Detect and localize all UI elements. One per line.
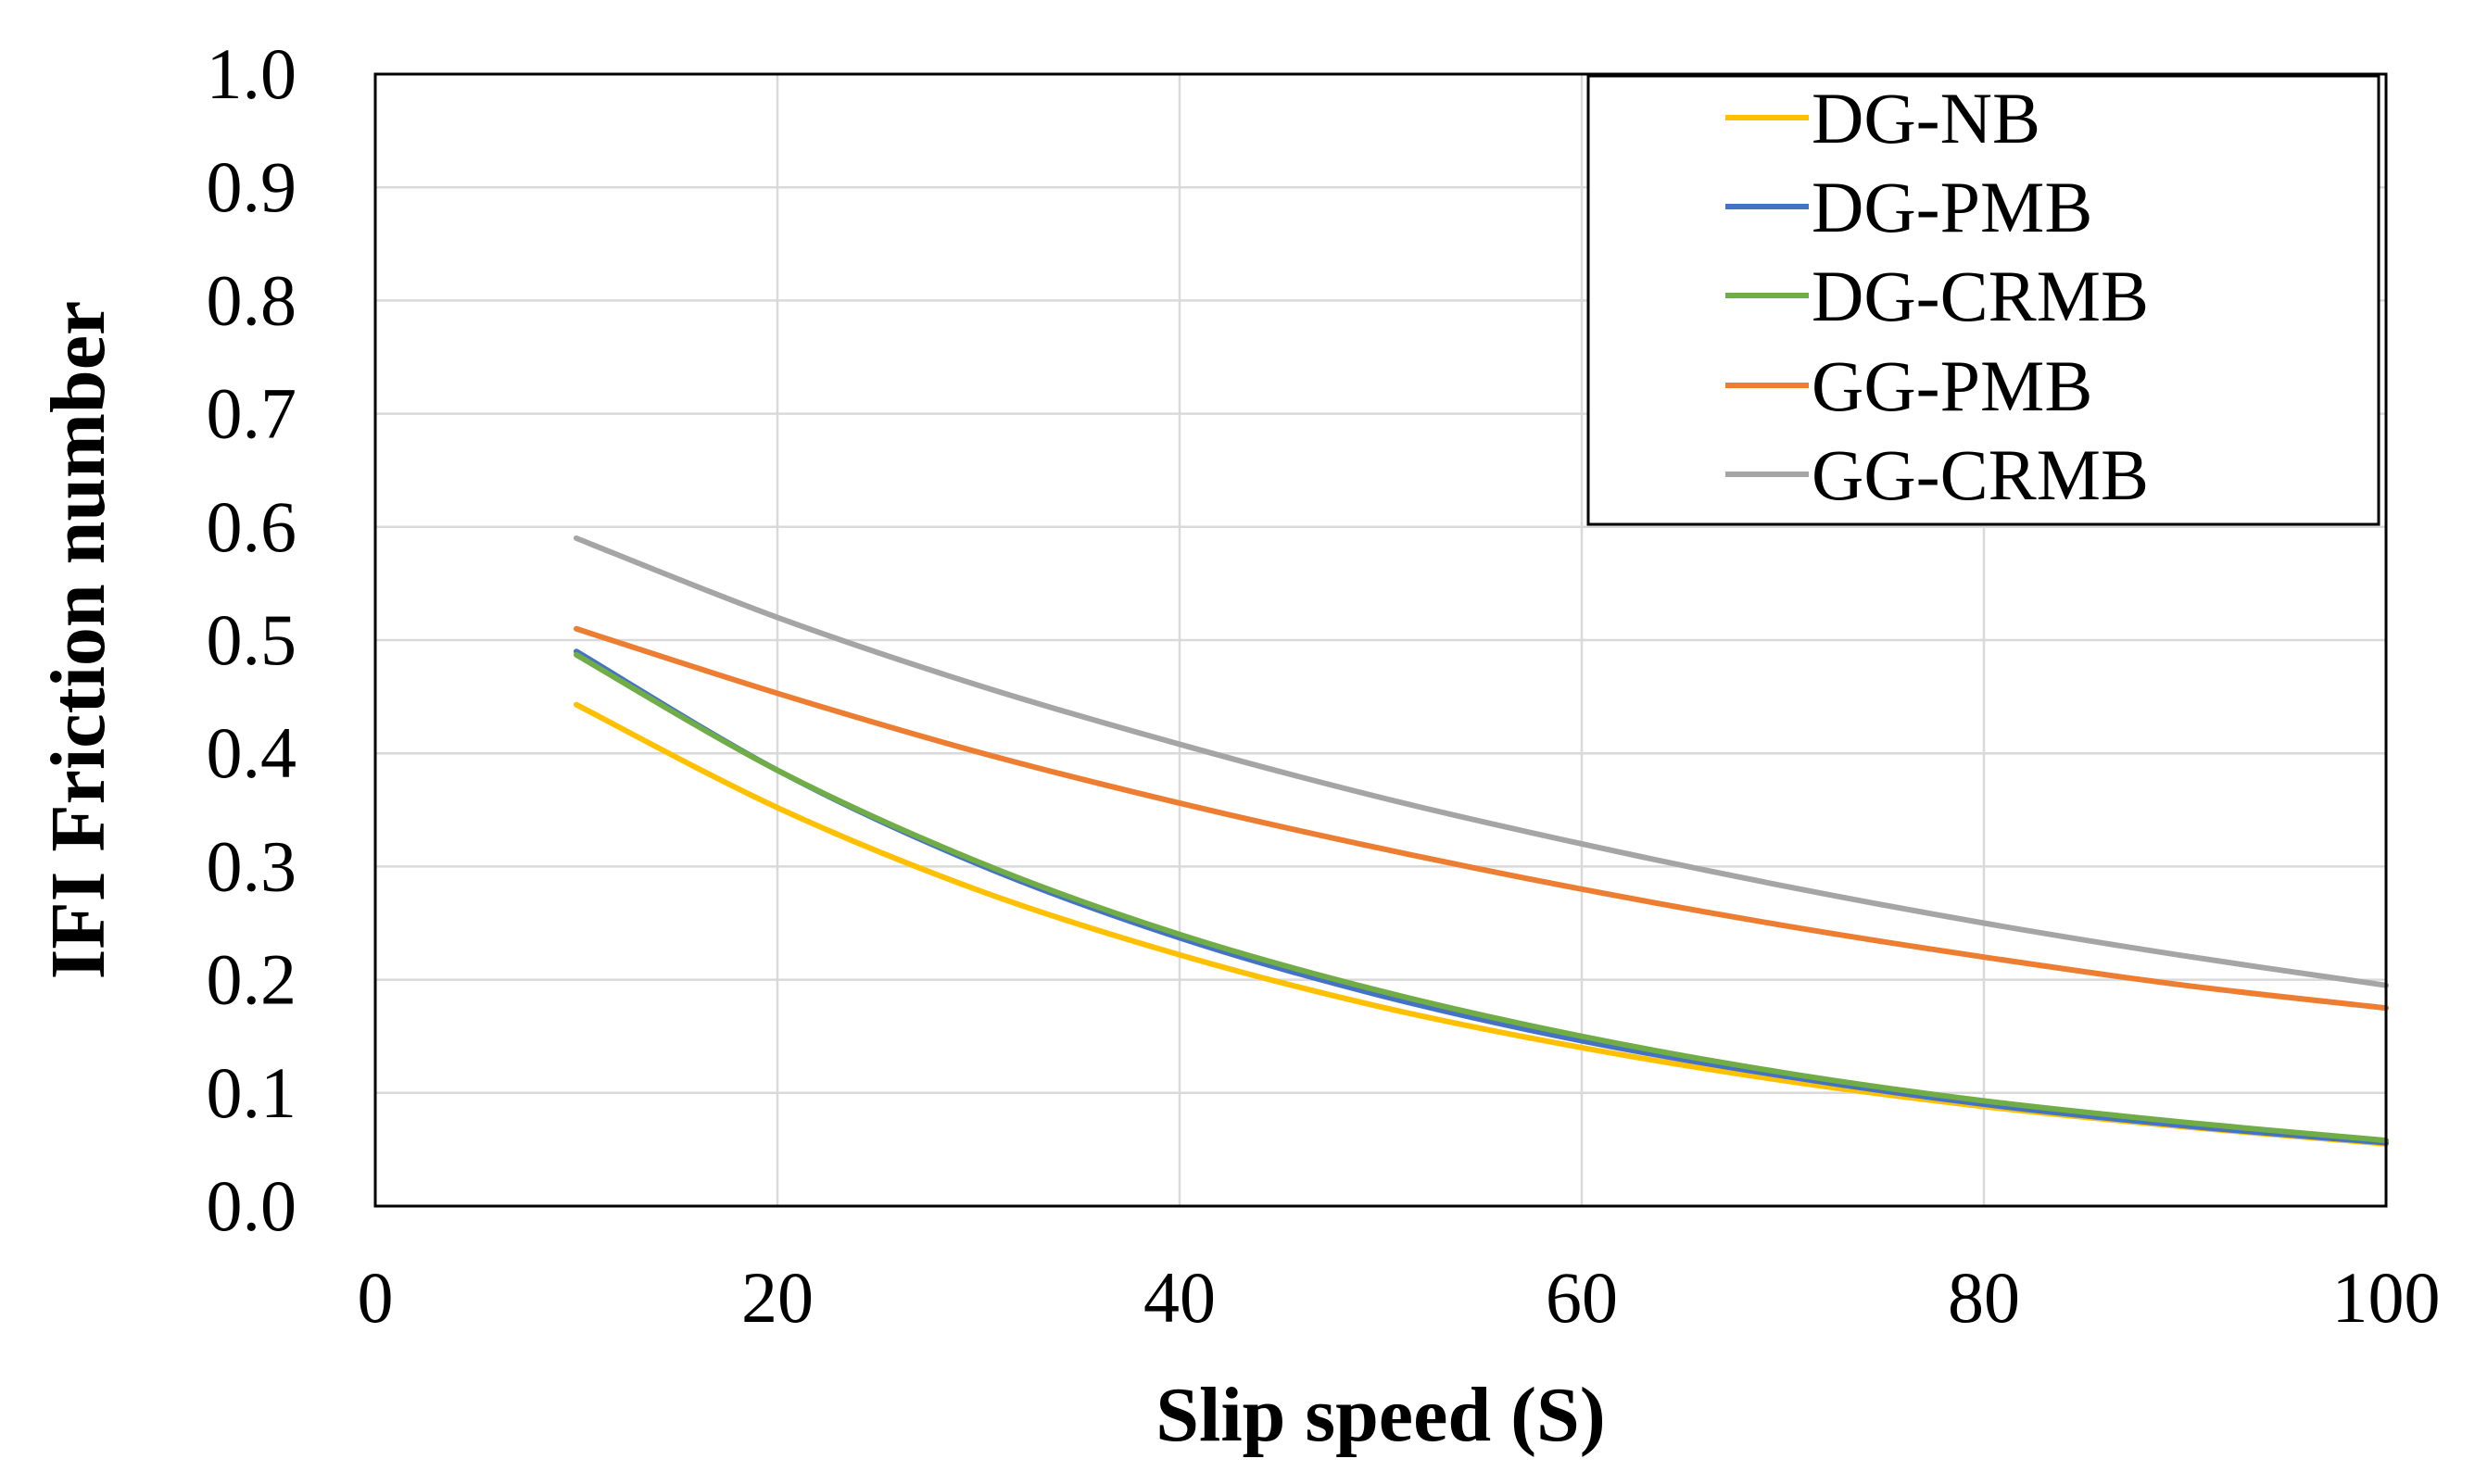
tick-labels: 0 20 40 60 80 100 0.0 0.1 0.2 0.3 0.4 0.5 0.6 0.7 0.8 0… bbox=[207, 33, 2441, 1338]
series-line-dg-crmb bbox=[574, 651, 2389, 1144]
y-tick-label: 0.5 bbox=[207, 599, 297, 680]
y-tick-label: 1.0 bbox=[207, 33, 297, 114]
x-tick-label: 0 bbox=[358, 1257, 394, 1338]
y-tick-label: 0.0 bbox=[207, 1165, 297, 1246]
y-tick-label: 0.3 bbox=[207, 825, 297, 906]
series-lines bbox=[574, 535, 2389, 1147]
legend-label-gg-crmb: GG-CRMB bbox=[1812, 434, 2149, 515]
x-tick-label: 20 bbox=[741, 1257, 814, 1338]
x-tick-label: 60 bbox=[1546, 1257, 1618, 1338]
y-tick-label: 0.4 bbox=[207, 712, 297, 793]
legend-label-dg-nb: DG-NB bbox=[1812, 78, 2040, 158]
x-tick-label: 80 bbox=[1948, 1257, 2020, 1338]
y-tick-label: 0.2 bbox=[207, 939, 297, 1020]
y-tick-label: 0.8 bbox=[207, 259, 297, 340]
legend-box bbox=[1586, 74, 2380, 526]
x-tick-label: 40 bbox=[1143, 1257, 1216, 1338]
y-tick-label: 0.7 bbox=[207, 373, 297, 454]
y-tick-label: 0.6 bbox=[207, 486, 297, 567]
y-tick-label: 0.9 bbox=[207, 146, 297, 227]
legend-label-dg-crmb: DG-CRMB bbox=[1812, 256, 2149, 336]
y-tick-label: 0.1 bbox=[207, 1052, 297, 1133]
x-tick-label: 100 bbox=[2332, 1257, 2441, 1338]
legend-label-gg-pmb: GG-PMB bbox=[1812, 346, 2092, 426]
plot-area-border bbox=[373, 72, 2388, 1208]
legend-label-dg-pmb: DG-PMB bbox=[1812, 167, 2092, 247]
series-line-gg-crmb bbox=[574, 535, 2389, 988]
y-axis-title: IFI Friction number bbox=[35, 301, 121, 980]
series-line-gg-pmb bbox=[574, 625, 2389, 1012]
x-axis-title: Slip speed (S) bbox=[1155, 1372, 1605, 1458]
